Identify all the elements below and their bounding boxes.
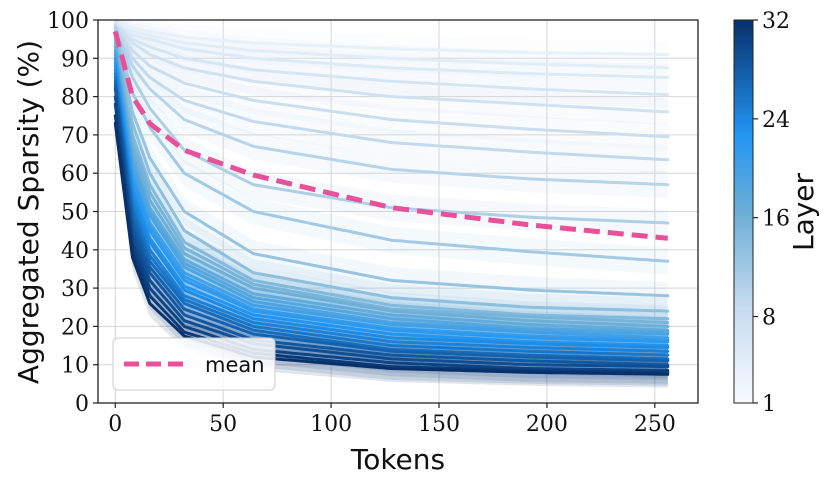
series-lines xyxy=(113,22,670,376)
series-line-layer-12 xyxy=(113,33,670,313)
series-band-layer-5 xyxy=(115,20,668,126)
series-line-layer-6 xyxy=(113,24,670,139)
series-line-layer-24 xyxy=(113,72,670,353)
x-tick-label: 200 xyxy=(526,412,568,437)
colorbar-ticks: 1 8 16 24 32 xyxy=(753,9,790,417)
series-line-layer-28 xyxy=(113,87,670,367)
series-line-layer-21 xyxy=(113,60,670,344)
series-line-layer-13 xyxy=(113,37,670,321)
y-axis-ticks: 0 10 20 30 40 50 60 70 80 90 100 xyxy=(47,9,98,417)
series-line-layer-10 xyxy=(113,30,670,263)
legend-label-mean: mean xyxy=(205,353,265,377)
y-tick-label: 50 xyxy=(61,201,89,226)
series-band-layer-6 xyxy=(115,20,668,151)
series-line-layer-19 xyxy=(113,56,670,340)
series-line-layer-23 xyxy=(113,68,670,349)
y-tick-label: 60 xyxy=(61,162,89,187)
series-line-layer-8 xyxy=(113,26,670,187)
series-line-layer-18 xyxy=(113,53,670,336)
x-tick-label: 100 xyxy=(310,412,352,437)
series-band-layer-2 xyxy=(115,20,668,82)
series-line-layer-16 xyxy=(113,49,670,332)
colorbar-title: Layer xyxy=(787,172,820,251)
series-line-layer-14 xyxy=(113,41,670,325)
x-tick-label: 150 xyxy=(418,412,460,437)
y-tick-label: 80 xyxy=(61,86,89,111)
colorbar-gradient xyxy=(733,19,754,404)
series-line-layer-29 xyxy=(113,95,670,369)
series-line-layer-15 xyxy=(113,45,670,328)
series-line-layer-4 xyxy=(113,22,670,97)
series-band-layer-11 xyxy=(115,20,668,310)
series-line-layer-20 xyxy=(113,56,670,342)
colorbar-tick-label: 1 xyxy=(762,392,776,417)
series-line-layer-22 xyxy=(113,64,670,348)
series-line-layer-11 xyxy=(113,30,670,298)
series-band-layer-1 xyxy=(115,20,668,68)
y-axis-title: Aggregated Sparsity (%) xyxy=(12,40,45,384)
series-line-layer-9 xyxy=(113,26,670,225)
y-tick-label: 100 xyxy=(47,9,89,34)
y-tick-label: 30 xyxy=(61,277,89,302)
colorbar-tick-label: 16 xyxy=(762,207,790,232)
mean-line xyxy=(112,30,669,241)
y-tick-label: 90 xyxy=(61,47,89,72)
series-band-layer-4 xyxy=(115,20,668,109)
mean-series xyxy=(112,30,669,241)
x-axis-ticks: 0 50 100 150 200 250 xyxy=(108,403,676,437)
series-band-layer-8 xyxy=(115,20,668,199)
legend-box xyxy=(112,337,276,391)
colorbar-tick-label: 32 xyxy=(762,9,790,34)
series-line-layer-3 xyxy=(113,22,670,79)
series-line-layer-2 xyxy=(113,22,670,70)
series-line-layer-17 xyxy=(113,49,670,334)
colorbar-tick-label: 24 xyxy=(762,108,790,133)
legend: mean xyxy=(112,337,276,391)
x-tick-label: 0 xyxy=(108,412,122,437)
colorbar-tick-label: 8 xyxy=(762,306,776,331)
y-tick-label: 70 xyxy=(61,124,89,149)
x-tick-label: 250 xyxy=(634,412,676,437)
series-band-layer-9 xyxy=(115,20,668,237)
y-tick-label: 0 xyxy=(75,392,89,417)
x-tick-label: 50 xyxy=(209,412,237,437)
series-line-layer-26 xyxy=(113,79,670,361)
series-line-layer-27 xyxy=(113,83,670,363)
y-tick-label: 20 xyxy=(61,315,89,340)
y-tick-label: 10 xyxy=(61,354,89,379)
y-tick-label: 40 xyxy=(61,239,89,264)
colorbar: 1 8 16 24 32 Layer xyxy=(733,9,820,417)
x-axis-title: Tokens xyxy=(350,443,445,476)
series-line-layer-30 xyxy=(113,102,670,372)
series-line-layer-1 xyxy=(113,22,670,56)
series-line-layer-5 xyxy=(113,22,670,114)
series-band-layer-7 xyxy=(115,20,668,174)
series-line-layer-25 xyxy=(113,75,670,357)
series-line-layer-7 xyxy=(113,24,670,162)
